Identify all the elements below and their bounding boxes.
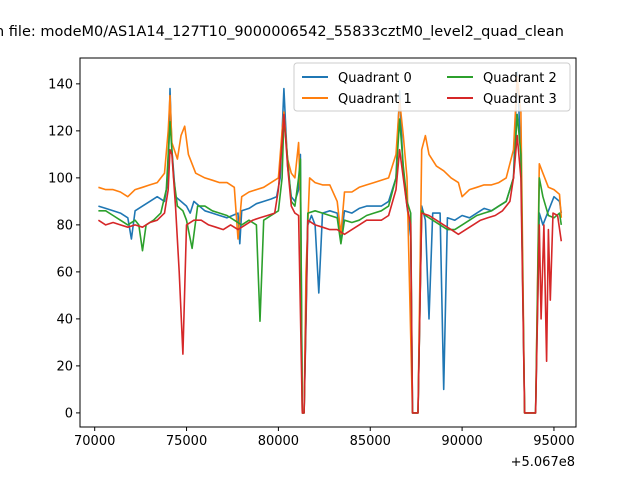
series-line-quadrant-2 xyxy=(98,113,563,414)
y-tick-label: 60 xyxy=(56,265,73,280)
y-tick-label: 20 xyxy=(56,359,73,374)
series-layer xyxy=(97,71,563,414)
legend: Quadrant 0 Quadrant 1 Quadrant 2 Quadrant 3 xyxy=(293,62,571,112)
series-line-quadrant-1 xyxy=(98,76,563,414)
legend-label-1: Quadrant 1 xyxy=(338,92,412,107)
y-tick-label: 40 xyxy=(56,312,73,327)
chart-title: n file: modeM0/AS1A14_127T10_9000006542_… xyxy=(0,24,564,40)
plot-frame xyxy=(79,57,577,428)
x-tick-label: 95000 xyxy=(533,434,574,449)
y-tick-label: 140 xyxy=(48,77,73,92)
x-tick-label: 70000 xyxy=(74,434,115,449)
legend-label-3: Quadrant 3 xyxy=(483,92,557,107)
x-tick-label: 90000 xyxy=(441,434,482,449)
y-tick-label: 100 xyxy=(48,171,73,186)
y-tick-label: 0 xyxy=(65,406,73,421)
x-tick-label: 85000 xyxy=(350,434,391,449)
x-tick-label: 75000 xyxy=(166,434,207,449)
y-tick-label: 120 xyxy=(48,124,73,139)
legend-label-0: Quadrant 0 xyxy=(338,71,412,86)
legend-label-2: Quadrant 2 xyxy=(483,71,557,86)
series-line-quadrant-3 xyxy=(97,113,563,414)
x-tick-label: 80000 xyxy=(258,434,299,449)
legend-box xyxy=(293,62,571,112)
x-axis-offset-label: +5.067e8 xyxy=(511,455,575,470)
axes-layer: 70000 75000 80000 85000 90000 95000 0 20 40 60 80 1… xyxy=(48,57,577,449)
y-tick-label: 80 xyxy=(56,218,73,233)
